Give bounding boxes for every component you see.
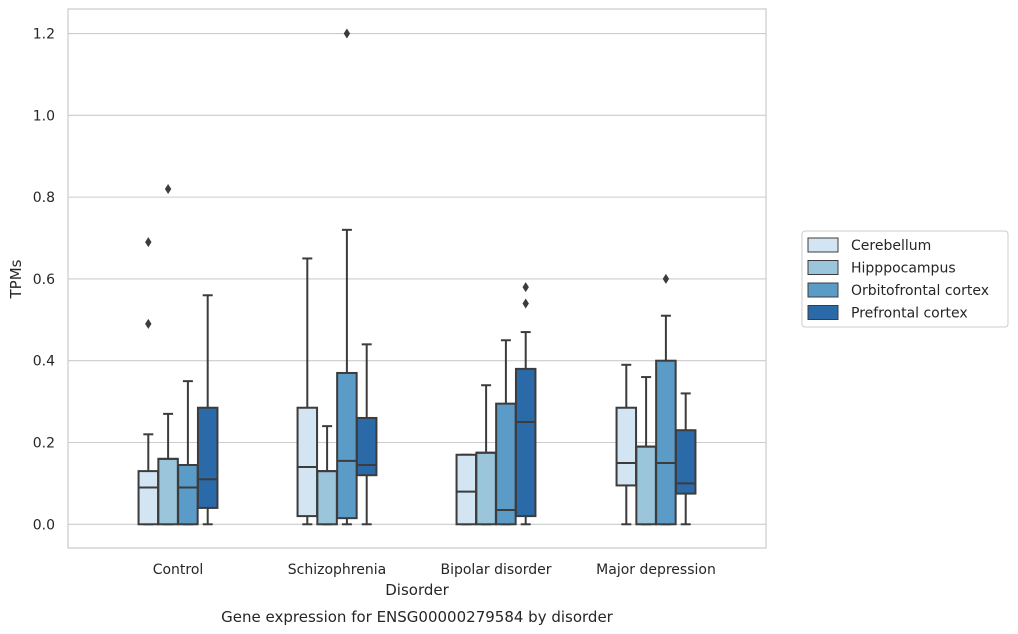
chart-title: Gene expression for ENSG00000279584 by d… — [221, 608, 614, 626]
box — [615, 406, 638, 487]
x-tick-labels: Control Schizophrenia Bipolar disorder Majo… — [153, 562, 716, 578]
grid-lines — [68, 32, 766, 525]
outlier-point — [343, 28, 351, 39]
y-tick-label: 1.2 — [33, 27, 55, 43]
legend-swatch — [807, 237, 839, 253]
box-group — [336, 28, 358, 526]
outlier-point — [145, 237, 152, 248]
y-tick-label: 1.0 — [33, 108, 55, 124]
box-group — [316, 425, 338, 526]
box — [316, 470, 338, 526]
box-group — [137, 237, 160, 526]
legend-frame — [801, 230, 1009, 328]
plot-frame — [67, 8, 767, 549]
outlier-point — [164, 183, 172, 194]
y-tick-label: 0.2 — [33, 435, 55, 451]
box — [177, 463, 199, 526]
box — [157, 457, 179, 526]
box — [495, 402, 517, 526]
legend-items: Cerebellum Hipppocampus Orbitofrontal cort… — [807, 237, 989, 322]
y-tick-label: 0.4 — [33, 354, 55, 370]
x-tick-label: Major depression — [596, 562, 716, 578]
box — [655, 359, 677, 526]
box — [635, 445, 657, 526]
y-tick-label: 0.0 — [33, 517, 55, 533]
box-group — [655, 273, 677, 526]
box-group — [514, 282, 537, 526]
y-tick-labels: 0.0 0.2 0.4 0.6 0.8 1.0 1.2 — [33, 27, 55, 534]
box-group — [157, 183, 179, 526]
outlier-point — [522, 298, 529, 309]
outlier-point — [145, 318, 152, 329]
box — [336, 371, 358, 520]
box — [296, 406, 319, 518]
legend-label: Cerebellum — [851, 238, 931, 254]
legend-label: Orbitofrontal cortex — [851, 283, 989, 299]
box-group — [296, 257, 319, 526]
box-group — [674, 392, 697, 526]
box — [137, 470, 160, 526]
legend-swatch — [807, 260, 839, 275]
box-group — [196, 294, 219, 526]
legend-swatch — [807, 305, 839, 320]
x-axis-title: Disorder — [385, 581, 449, 599]
box — [475, 451, 497, 526]
box-group — [455, 453, 478, 526]
outlier-point — [522, 282, 529, 293]
y-tick-label: 0.6 — [33, 272, 55, 288]
box — [355, 416, 378, 477]
box-groups — [137, 28, 697, 526]
y-axis-title: TPMs — [7, 259, 25, 299]
x-tick-label: Schizophrenia — [288, 562, 386, 578]
box-group — [355, 343, 378, 526]
box — [674, 429, 697, 495]
box — [514, 367, 537, 518]
box-group — [475, 384, 497, 526]
outlier-point — [662, 273, 670, 284]
box-group — [177, 380, 199, 526]
x-tick-label: Bipolar disorder — [440, 562, 551, 578]
box-group — [615, 363, 638, 526]
legend-label: Hipppocampus — [851, 261, 956, 277]
x-tick-label: Control — [153, 562, 204, 578]
box-group — [495, 339, 517, 526]
legend-label: Prefrontal cortex — [851, 306, 968, 322]
box — [455, 453, 478, 526]
legend: Cerebellum Hipppocampus Orbitofrontal cort… — [801, 230, 1009, 328]
box-group — [635, 376, 657, 526]
legend-swatch — [807, 282, 839, 298]
y-tick-label: 0.8 — [33, 190, 55, 206]
box — [196, 406, 219, 509]
